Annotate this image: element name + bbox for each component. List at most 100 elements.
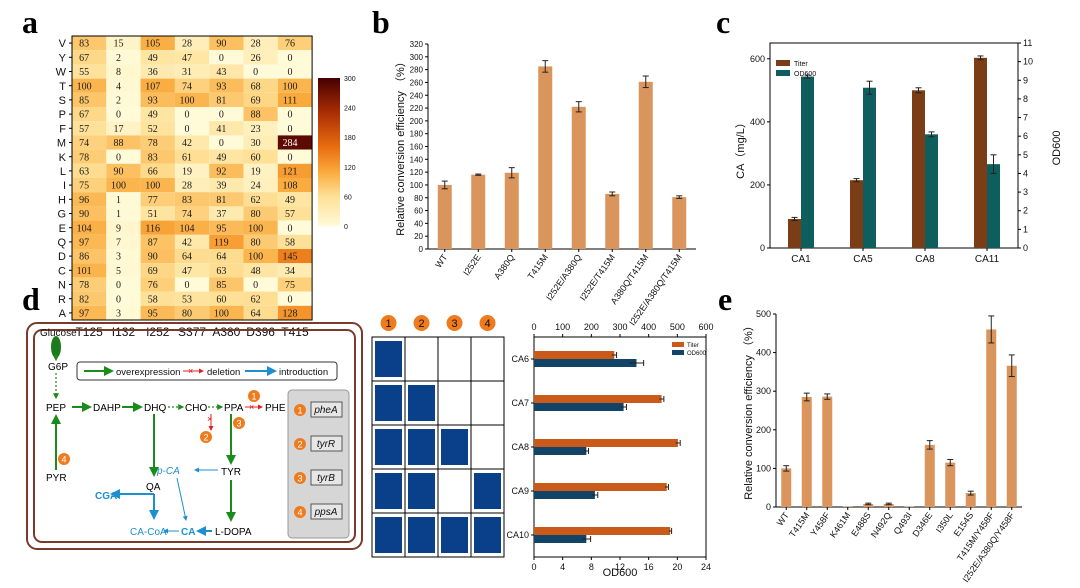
y-tick-label: CA7 [511,398,529,408]
y-tick-label: 40 [414,219,423,228]
legend-text: overexpression [116,367,180,378]
heatmap-cell [140,121,175,136]
cell-value: 2 [116,96,121,107]
cell-value: 2 [116,53,121,64]
heatmap-cell [106,78,141,93]
cell-value: 28 [182,39,192,50]
bar-od600 [863,87,876,249]
step-badge-number: 4 [297,508,302,518]
y-tick-label: 300 [410,53,424,62]
cell-value: 3 [116,252,121,263]
cell-value: 101 [77,266,92,277]
bar-titer [534,527,671,535]
cell-value: 49 [285,195,295,206]
matrix-block [408,429,435,465]
heatmap-cell [72,263,107,278]
bar [605,193,620,249]
heatmap-cell [72,135,107,150]
bar-titer [534,439,678,447]
gene-badge [294,438,306,450]
heatmap-cell [277,206,313,221]
cell-value: 90 [148,252,158,263]
cell-value: 28 [251,39,261,50]
heatmap-cell [106,121,141,136]
colorbar-tick: 0 [344,224,348,231]
bar-titer [788,218,801,248]
bar [883,503,894,507]
heatmap-cell [209,249,244,264]
bar-chart-d: 0 100 200 300 400 500 600 0 4 8 12 16 20 24 OD600 CA6 CA… [506,322,713,579]
bar-od600 [534,535,587,543]
cell-value: 0 [116,294,121,305]
row-label: C [58,265,66,277]
heatmap-cell [277,192,313,207]
cell-value: 0 [116,110,121,121]
heatmap-cell [106,220,141,235]
cell-value: 48 [251,266,261,277]
bar [801,396,812,507]
bottom-tick-label: 4 [560,562,565,572]
step-badge-number: 3 [297,474,302,484]
bar-titer [974,57,987,249]
matrix-cell [437,336,472,382]
metabolite-label: CHO [185,403,207,414]
y2-axis-label: OD600 [1051,131,1063,166]
heatmap-cell [209,234,244,249]
heatmap-cell [277,249,313,264]
y2-tick-label: 6 [1023,131,1028,141]
heatmap-cell [140,291,175,306]
colorbar-tick: 240 [344,106,356,113]
heatmap-cell [243,121,278,136]
row-label: P [59,109,66,121]
heatmap-cell [72,249,107,264]
cell-value: 0 [287,110,292,121]
bottom-tick-label: 16 [644,562,654,572]
panel-label-d: d [22,281,40,317]
cell-value: 9 [116,223,121,234]
cell-value: 100 [111,181,126,192]
cell-value: 100 [77,81,92,92]
cell-value: 75 [79,181,89,192]
y-tick-label: 200 [410,117,424,126]
y-axis-label: Relative conversion efficiency （%） [394,56,407,236]
heatmap-cell [174,50,210,65]
y-tick-label: 240 [410,91,424,100]
deletion-cross-icon: × [188,366,193,376]
heatmap-cell [140,249,175,264]
cell-value: 95 [148,309,158,320]
bar [822,396,833,507]
cell-value: 69 [251,96,261,107]
cell-value: 74 [79,138,89,149]
y-tick-label: CA9 [511,486,529,496]
step-badge-number: 3 [236,419,241,429]
cell-outer-wall [26,322,363,550]
column-badge-number: 2 [418,318,424,330]
heatmap-cell [72,305,107,320]
gene-name: tyrB [317,473,335,484]
heatmap-cell [72,277,107,292]
cell-value: 24 [251,181,261,192]
cell-value: 60 [216,294,226,305]
heatmap-cell [209,50,244,65]
column-label: I252 [146,325,170,339]
heatmap-cell [277,64,313,79]
y-tick-label: 120 [410,168,424,177]
heatmap-cell [277,263,313,278]
heatmap-cell [72,92,107,107]
cell-value: 96 [79,195,89,206]
matrix-block [408,385,435,421]
matrix-cell [404,336,439,382]
cell-value: 3 [116,309,121,320]
heatmap-cell [140,178,175,193]
cell-value: 0 [287,67,292,78]
heatmap-cell [277,163,313,178]
step-badge-number: 2 [203,433,208,443]
heatmap-cell [174,220,210,235]
bar [437,184,452,249]
column-label: T415 [281,325,309,339]
cell-value: 47 [182,53,192,64]
cell-value: 30 [251,138,261,149]
cell-value: 49 [148,110,158,121]
gene-name-box [310,401,343,418]
